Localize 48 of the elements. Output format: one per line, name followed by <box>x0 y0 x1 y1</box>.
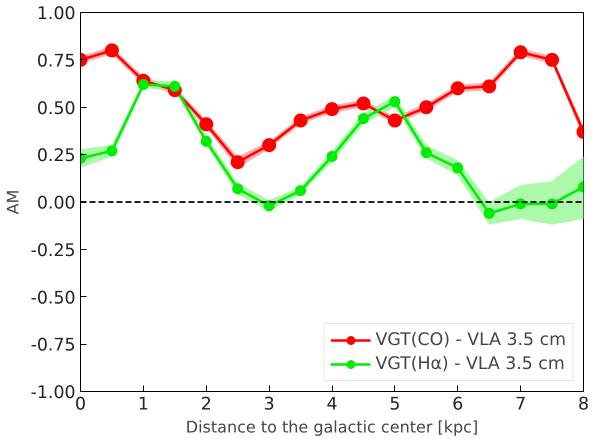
point <box>356 96 370 110</box>
y-tick-label: -1.00 <box>30 383 76 403</box>
x-tick-label: 5 <box>389 394 400 414</box>
point <box>232 183 244 194</box>
x-tick-label: 8 <box>578 394 590 414</box>
legend-label: VGT(CO) - VLA 3.5 cm <box>375 330 566 350</box>
y-tick-label: 0.50 <box>36 98 76 119</box>
point <box>264 200 275 212</box>
point <box>262 138 276 152</box>
point <box>104 43 119 58</box>
point <box>482 79 496 94</box>
point <box>138 79 149 90</box>
point <box>545 52 560 67</box>
point <box>326 151 338 162</box>
y-tick-label: 0.00 <box>36 194 76 214</box>
point <box>295 185 306 196</box>
x-tick-label: 2 <box>200 394 212 414</box>
y-tick-label: 1.00 <box>36 4 76 24</box>
point <box>294 114 308 128</box>
y-tick-label: -0.75 <box>30 336 76 356</box>
point <box>199 117 214 132</box>
y-tick-label: 0.75 <box>36 51 76 72</box>
point <box>484 208 495 219</box>
x-axis-title: Distance to the galactic center [kpc] <box>186 418 478 436</box>
point <box>419 100 434 114</box>
y-tick-label: 0.25 <box>36 146 76 166</box>
x-tick-label: 4 <box>326 394 338 414</box>
x-tick-label: 7 <box>515 394 526 414</box>
point <box>325 102 339 116</box>
point <box>420 147 432 158</box>
legend-label: VGT(Hα) - VLA 3.5 cm <box>375 354 565 374</box>
point <box>200 136 212 147</box>
x-tick-label: 1 <box>138 394 149 414</box>
point <box>514 45 528 60</box>
x-tick-label: 6 <box>452 394 464 414</box>
x-tick-label: 0 <box>74 394 86 414</box>
x-tick-label: 3 <box>264 394 275 414</box>
point <box>169 80 180 92</box>
y-axis-title: AM <box>4 190 23 214</box>
point <box>388 114 402 128</box>
point <box>452 162 464 174</box>
point <box>230 155 245 170</box>
point <box>106 145 118 156</box>
y-tick-label: -0.25 <box>30 240 76 261</box>
point <box>358 113 369 124</box>
point <box>450 81 465 96</box>
y-tick-label: -0.50 <box>30 288 76 308</box>
point <box>389 96 400 108</box>
